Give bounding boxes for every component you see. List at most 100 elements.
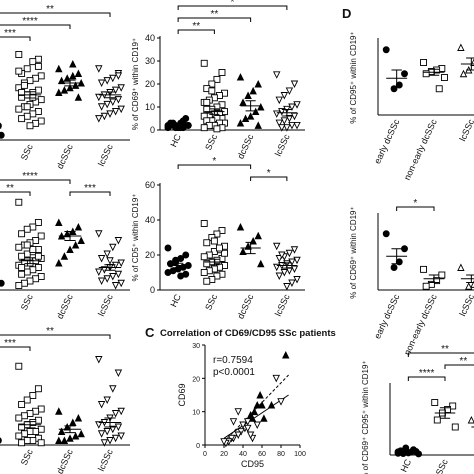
point [210,237,218,245]
sig-label: ** [459,356,467,367]
point [37,72,45,80]
point [117,105,125,114]
point [34,108,42,115]
point [457,43,465,51]
sig-label: ** [46,326,54,337]
point [420,265,427,273]
sig-label: **** [22,171,38,182]
point [20,412,28,420]
category-label: lcSSc [457,292,474,318]
point [236,222,245,231]
point [182,115,190,122]
point [15,67,23,75]
point [390,85,398,93]
point [37,425,45,433]
point [272,110,281,118]
point [117,407,125,416]
point [18,264,26,271]
sig-bracket [177,17,252,22]
point [74,413,83,422]
y-tick-label: 40 [145,33,155,43]
point [66,434,74,442]
error-bar [428,274,440,283]
error-bar [391,248,402,265]
point [203,260,211,268]
y-axis-label: % of CD69⁺ CD95⁺ within CD19⁺ [361,360,370,474]
point [390,264,398,271]
point [34,252,42,260]
point [282,350,290,359]
category-label: dcSSc [235,292,255,320]
sig-bracket [250,176,288,181]
point [55,88,63,96]
point [100,112,109,121]
point [114,96,123,104]
point [208,87,216,95]
point [95,65,103,73]
point [37,439,45,447]
point [395,81,403,89]
point [164,269,172,276]
point [272,71,281,79]
point [20,279,28,287]
point [95,421,103,429]
point [97,277,106,286]
point [278,124,286,132]
point [103,396,111,405]
point [111,86,120,95]
point [109,98,117,107]
error-bar [391,69,402,87]
sig-label: * [413,198,417,209]
point [26,410,34,417]
category-label: early dcSSc [372,292,402,340]
error-bar [64,79,76,87]
point [438,271,446,279]
point [55,218,63,226]
point [106,110,114,118]
point [401,245,408,253]
point [109,74,117,83]
point [32,275,40,283]
sig-label: * [212,156,216,167]
y-axis-label: % of CD69⁺ within CD19⁺ [131,38,140,130]
sig-bracket [0,191,31,196]
point [23,396,31,404]
point [20,81,28,89]
point [435,85,443,93]
error-bar [209,108,220,115]
point [106,437,114,445]
sig-label: *** [4,28,16,39]
point [15,243,23,251]
sig-label: *** [4,338,16,349]
category-label: early SSc [424,457,450,474]
point [467,415,474,424]
category-label: dcSSc [235,132,255,160]
category-label: dcSSc [55,447,75,474]
sig-label: ** [210,9,218,20]
sig-label: ** [192,21,200,32]
point [29,266,37,274]
point [457,263,465,271]
point [459,69,468,78]
sig-bracket [177,29,215,34]
point [34,385,42,393]
point [213,125,221,133]
point [213,272,221,280]
point [0,131,5,139]
point [34,86,42,94]
point [23,250,31,258]
point [37,273,45,280]
category-label: non-early dcSSc [402,117,439,182]
error-bar [104,417,116,428]
sig-bracket [407,376,446,381]
point [71,240,80,249]
point [57,76,66,85]
point [23,103,31,111]
error-bar [245,241,256,255]
point [114,270,123,279]
point [208,80,216,88]
point [18,439,26,447]
point [15,105,23,113]
chart-title: Correlation of CD69/CD95 SSc patients [160,328,336,339]
point [288,103,296,112]
